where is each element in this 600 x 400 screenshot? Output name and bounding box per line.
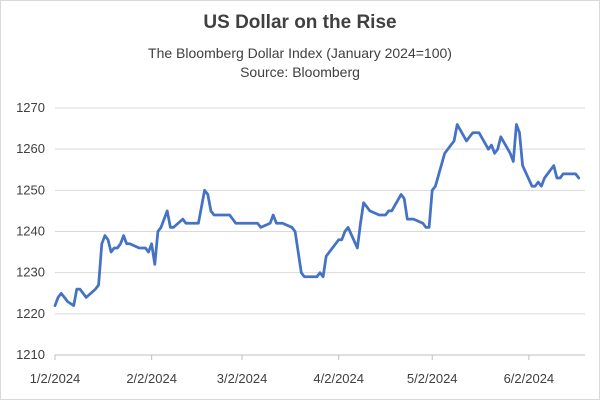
x-axis: 1/2/2024 2/2/2024 3/2/2024 4/2/2024 5/2/2024…	[30, 354, 585, 386]
chart-title: US Dollar on the Rise	[203, 12, 397, 33]
chart-subtitle: The Bloomberg Dollar Index (January 2024…	[148, 45, 452, 61]
y-axis: 1210 1220 1230 1240 1250 1260 1270	[16, 100, 45, 362]
y-tick-label-1220: 1220	[16, 306, 45, 321]
series-layer	[53, 123, 581, 307]
x-tick-label-1: 2/2/2024	[126, 371, 177, 386]
y-tick-label-1260: 1260	[16, 141, 45, 156]
x-tick-label-2: 3/2/2024	[217, 371, 268, 386]
x-tick-label-3: 4/2/2024	[313, 371, 364, 386]
y-tick-label-1250: 1250	[16, 182, 45, 197]
y-tick-label-1240: 1240	[16, 224, 45, 239]
gridlines	[55, 107, 585, 315]
y-tick-label-1270: 1270	[16, 100, 45, 115]
chart-source: Source: Bloomberg	[240, 64, 360, 80]
y-tick-label-1230: 1230	[16, 265, 45, 280]
x-tick-label-5: 6/2/2024	[504, 371, 555, 386]
x-tick-label-4: 5/2/2024	[407, 371, 458, 386]
y-tick-label-1210: 1210	[16, 347, 45, 362]
x-tick-label-0: 1/2/2024	[30, 371, 81, 386]
series-line-0	[53, 123, 581, 307]
